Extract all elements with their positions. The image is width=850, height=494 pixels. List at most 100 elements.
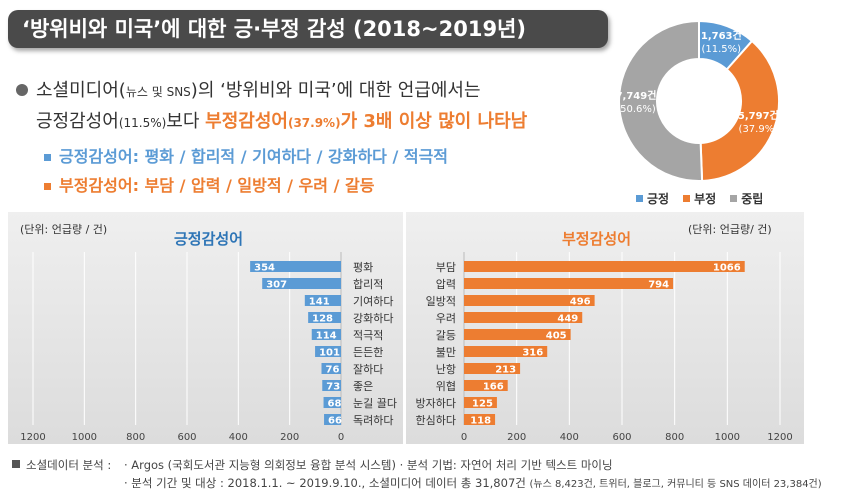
legend-item-positive: 긍정 bbox=[636, 190, 669, 207]
footer-line-2: · 분석 기간 및 대상 : 2018.1.1. ~ 2019.9.10., 소… bbox=[124, 475, 822, 491]
donut-slice-중립 bbox=[618, 19, 704, 182]
positive-chart-title: 긍정감성어 bbox=[174, 230, 244, 248]
negative-unit-label: (단위: 언급량/ 건) bbox=[688, 223, 772, 236]
positive-words: 긍정감성어: 평화 / 합리적 / 기여하다 / 강화하다 / 적극적 bbox=[59, 147, 449, 166]
tick-label: 0 bbox=[461, 432, 467, 443]
tick-label: 600 bbox=[612, 432, 631, 443]
category-label: 한심하다 bbox=[416, 413, 456, 427]
bar-압력 bbox=[464, 278, 674, 289]
square-bullet-icon bbox=[44, 154, 51, 161]
footer-square-icon bbox=[12, 460, 20, 468]
summary-line-2-b: 보다 bbox=[166, 111, 206, 132]
tick-label: 800 bbox=[665, 432, 684, 443]
category-label: 평화 bbox=[353, 261, 373, 274]
donut-pct-label: (37.9%) bbox=[739, 124, 779, 135]
category-label: 든든한 bbox=[353, 346, 383, 359]
bar-value-label: 73 bbox=[326, 382, 340, 393]
legend-label-positive: 긍정 bbox=[647, 192, 670, 206]
legend-swatch-negative bbox=[683, 195, 691, 202]
bar-value-label: 213 bbox=[495, 365, 516, 376]
category-label: 강화하다 bbox=[353, 311, 393, 325]
donut-value-label: 5,797건 bbox=[738, 109, 779, 122]
category-label: 압력 bbox=[436, 278, 456, 291]
category-label: 눈길 끌다 bbox=[353, 397, 397, 410]
summary-negative-highlight: 부정감성어(37.9%)가 3배 이상 많이 나타남 bbox=[205, 111, 527, 132]
footer-line-1: · Argos (국회도서관 지능형 의회정보 융합 분석 시스템) · 분석 … bbox=[124, 458, 613, 472]
bar-기여하다 bbox=[304, 295, 341, 306]
bar-한심하다 bbox=[464, 414, 496, 425]
negative-words-line: 부정감성어: 부담 / 압력 / 일방적 / 우려 / 갈등 bbox=[44, 172, 374, 196]
summary-line-2-small: (11.5%) bbox=[118, 116, 167, 130]
category-label: 갈등 bbox=[436, 328, 456, 342]
tick-label: 1000 bbox=[715, 432, 740, 443]
category-label: 일방적 bbox=[426, 294, 456, 308]
bar-합리적 bbox=[262, 278, 341, 289]
category-label: 기여하다 bbox=[353, 294, 393, 308]
summary-line-1-a: 소셜미디어( bbox=[36, 80, 126, 101]
category-label: 합리적 bbox=[353, 278, 383, 291]
bar-눈길 끌다 bbox=[323, 397, 341, 408]
bar-value-label: 101 bbox=[319, 348, 340, 359]
negative-bar-chart: 0 200 400 600 800 1000 1200 1066 부담 794 압력 496 일방적 44… bbox=[416, 252, 793, 443]
summary-negative-pct: (37.9%) bbox=[287, 116, 341, 130]
bar-value-label: 66 bbox=[328, 416, 342, 427]
footer-line-2-main: · 분석 기간 및 대상 : 2018.1.1. ~ 2019.9.10., 소… bbox=[124, 476, 530, 490]
bar-좋은 bbox=[322, 380, 341, 391]
bar-value-label: 68 bbox=[328, 399, 342, 410]
bar-value-label: 316 bbox=[522, 348, 543, 359]
bar-위협 bbox=[464, 380, 508, 391]
summary-line-1: 소셜미디어(뉴스 및 SNS)의 ‘방위비와 미국’에 대한 언급에서는 bbox=[36, 76, 481, 102]
bar-난항 bbox=[464, 363, 521, 374]
bar-value-label: 118 bbox=[470, 416, 491, 427]
bar-방자하다 bbox=[464, 397, 497, 408]
legend-swatch-positive bbox=[636, 195, 643, 202]
category-label: 잘하다 bbox=[353, 362, 383, 376]
legend-swatch-neutral bbox=[730, 195, 738, 202]
negative-chart-title: 부정감성어 bbox=[562, 230, 632, 248]
donut-value-label: 1,763건 bbox=[701, 29, 742, 42]
bar-일방적 bbox=[464, 295, 595, 306]
bar-독려하다 bbox=[324, 414, 341, 425]
summary-negative-tail: 가 3배 이상 많이 나타남 bbox=[340, 111, 528, 132]
bar-적극적 bbox=[311, 329, 341, 340]
bar-갈등 bbox=[464, 329, 571, 340]
tick-label: 400 bbox=[560, 432, 579, 443]
positive-bar-chart: 1200 1000 800 600 400 200 0 354 평화 307 합리적 141 기여하다 1… bbox=[20, 252, 397, 443]
bar-value-label: 307 bbox=[266, 280, 287, 291]
bar-평화 bbox=[250, 261, 341, 272]
bullet-icon bbox=[16, 84, 28, 96]
summary-line-1-b: )의 ‘방위비와 미국’에 대한 언급에서는 bbox=[190, 80, 481, 101]
bar-부담 bbox=[464, 261, 745, 272]
legend-item-negative: 부정 bbox=[683, 190, 716, 207]
footer-label: 소셜데이터 분석 : bbox=[26, 458, 112, 472]
bar-든든한 bbox=[315, 346, 341, 357]
positive-words-line: 긍정감성어: 평화 / 합리적 / 기여하다 / 강화하다 / 적극적 bbox=[44, 143, 448, 167]
category-label: 독려하다 bbox=[353, 413, 393, 427]
donut-pct-label: (11.5%) bbox=[702, 44, 742, 55]
negative-words: 부정감성어: 부담 / 압력 / 일방적 / 우려 / 갈등 bbox=[59, 176, 375, 195]
footer-line-2-detail: (뉴스 8,423건, 트위터, 블로그, 커뮤니티 등 SNS 데이터 23,… bbox=[529, 479, 822, 490]
summary-line-2-a: 긍정감성어 bbox=[36, 111, 119, 132]
tick-label: 1000 bbox=[72, 432, 97, 443]
legend-label-neutral: 중립 bbox=[741, 192, 764, 206]
category-label: 불만 bbox=[436, 346, 456, 359]
category-label: 좋은 bbox=[353, 380, 373, 393]
tick-label: 400 bbox=[229, 432, 248, 443]
tick-label: 800 bbox=[126, 432, 145, 443]
bar-value-label: 128 bbox=[312, 314, 333, 325]
bar-value-label: 449 bbox=[557, 314, 578, 325]
donut-chart: 1,763건 (11.5%) 5,797건 (37.9%) 7,749건 (50.6%) bbox=[616, 19, 780, 182]
category-label: 우려 bbox=[436, 312, 456, 325]
tick-label: 600 bbox=[177, 432, 196, 443]
category-label: 방자하다 bbox=[416, 396, 456, 410]
category-label: 난항 bbox=[436, 363, 456, 376]
bar-우려 bbox=[464, 312, 583, 323]
bar-value-label: 114 bbox=[316, 331, 337, 342]
bar-value-label: 794 bbox=[648, 280, 669, 291]
donut-slice-부정 bbox=[699, 39, 780, 182]
bar-강화하다 bbox=[308, 312, 341, 323]
tick-label: 200 bbox=[280, 432, 299, 443]
bar-value-label: 76 bbox=[325, 365, 339, 376]
page-title: ‘방위비와 미국’에 대한 긍·부정 감성 (2018~2019년) bbox=[8, 10, 608, 48]
category-label: 부담 bbox=[436, 261, 456, 274]
